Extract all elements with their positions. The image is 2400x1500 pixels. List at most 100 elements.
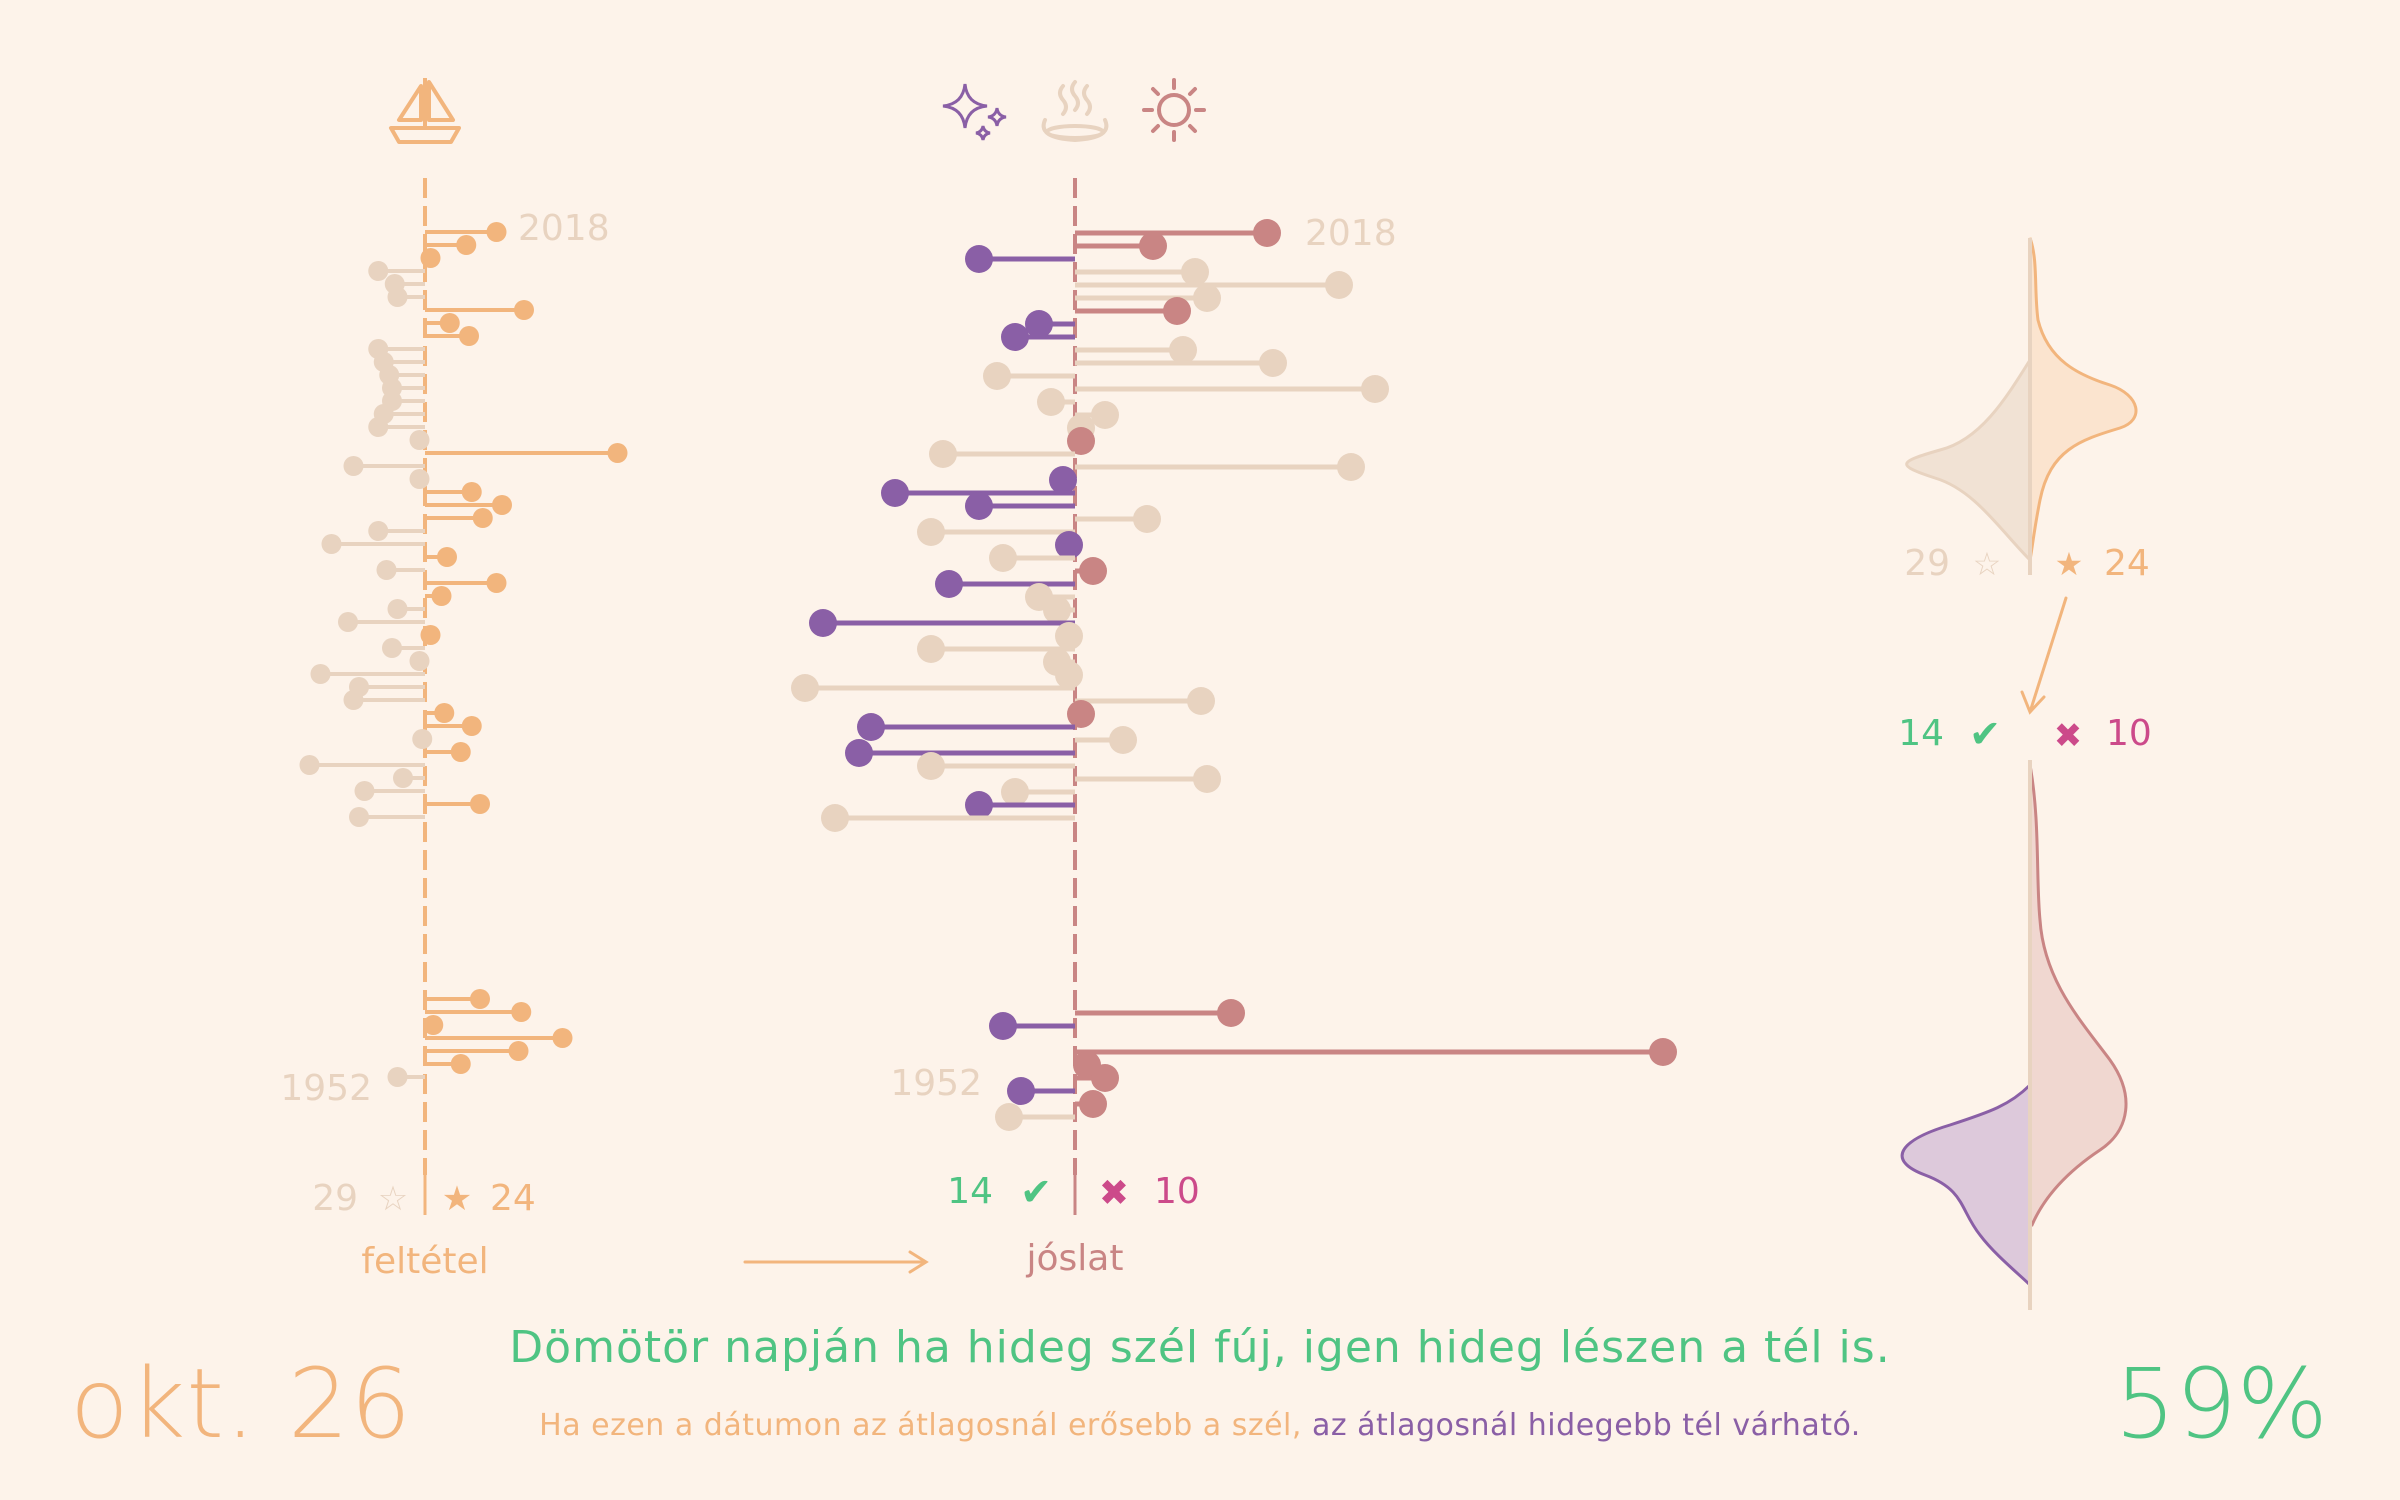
prediction-lollipop-dot <box>1001 323 1029 351</box>
prediction-lollipop-dot <box>1067 427 1095 455</box>
prediction-lollipop-dot <box>1259 349 1287 377</box>
prediction-lollipop-dot <box>881 479 909 507</box>
prediction-lollipop-dot <box>1043 596 1071 624</box>
proverb-text: Dömötör napján ha hideg szél fúj, igen h… <box>509 1322 1891 1373</box>
prediction-lollipop-dot <box>1037 388 1065 416</box>
violin-cross-icon: ✖ <box>2054 716 2083 756</box>
prediction-lollipop-dot <box>1025 310 1053 338</box>
condition-lollipop-dot <box>511 1002 532 1022</box>
condition-lollipop-dot <box>423 1015 444 1035</box>
condition-lollipop-dot <box>607 443 628 463</box>
explanation-condition: Ha ezen a dátumon az átlagosnál erősebb … <box>539 1408 1302 1443</box>
prediction-lollipop-dot <box>821 804 849 832</box>
prediction-lollipop-dot <box>1055 622 1083 650</box>
condition-lollipop-dot <box>349 807 369 827</box>
prediction-lollipop-dot <box>1091 401 1119 429</box>
prediction-year-top: 2018 <box>1305 213 1397 254</box>
condition-lollipop-dot <box>461 716 482 736</box>
prediction-lollipop-dot <box>791 674 819 702</box>
condition-distribution <box>1905 237 2138 575</box>
condition-lollipop-dot <box>310 664 331 684</box>
prediction-lollipop-dot <box>1361 375 1389 403</box>
prediction-lollipop-dot <box>845 739 873 767</box>
prediction-lollipop-dot <box>1067 700 1095 728</box>
prediction-lollipop-dot <box>1079 1090 1107 1118</box>
condition-lollipop-dot <box>470 989 490 1009</box>
condition-violin-not-met <box>1905 238 2032 564</box>
condition-lollipop-dot <box>299 755 320 775</box>
condition-violin-met <box>2028 237 2138 561</box>
cross-icon: ✖ <box>1099 1173 1129 1214</box>
condition-lollipop-dot <box>472 508 493 528</box>
prediction-lollipop-dot <box>1169 336 1197 364</box>
star-filled-icon: ★ <box>442 1179 472 1219</box>
condition-lollipop-dot <box>552 1028 573 1048</box>
check-icon: ✔ <box>1020 1170 1052 1214</box>
condition-lollipop-dot <box>508 1041 529 1061</box>
prediction-lollipop-dot <box>1091 1064 1119 1092</box>
prediction-lollipop-dot <box>929 440 957 468</box>
prediction-lollipop-dot <box>1187 687 1215 715</box>
condition-met-count: 24 <box>490 1178 536 1219</box>
prediction-year-bottom: 1952 <box>890 1063 982 1104</box>
condition-lollipop-dot <box>382 638 402 658</box>
prediction-violin-cold <box>1900 1081 2032 1289</box>
prediction-lollipop-dot <box>1325 271 1353 299</box>
condition-lollipop-dot <box>492 495 512 515</box>
condition-label: feltétel <box>361 1241 488 1282</box>
violin-check-icon: ✔ <box>1969 712 2001 756</box>
arrow-right-icon <box>743 1250 929 1274</box>
condition-lollipop-dot <box>409 430 430 450</box>
condition-lollipop-dot <box>459 326 479 346</box>
violin-star-outline-icon: ☆ <box>1973 545 2002 583</box>
condition-lollipop-dot <box>343 456 364 476</box>
prediction-lollipop-dot <box>983 362 1011 390</box>
violin-not-met-count: 29 <box>1904 543 1950 584</box>
accuracy-percent: 59% <box>2114 1348 2328 1460</box>
condition-lollipop-dot <box>343 690 364 710</box>
condition-lollipop-dot <box>431 586 452 606</box>
prediction-lollipop-dot <box>965 245 993 273</box>
prediction-label: jóslat <box>1026 1238 1124 1279</box>
sparkles-icon <box>942 83 1007 141</box>
condition-lollipop-dot <box>470 794 490 814</box>
prediction-lollipop-dot <box>989 1012 1017 1040</box>
hot-spring-icon <box>1041 80 1109 143</box>
condition-lollipop-dot <box>420 248 441 268</box>
prediction-lollipop-dot <box>1139 232 1167 260</box>
violin-star-filled-icon: ★ <box>2055 545 2084 583</box>
condition-lollipop-dot <box>486 573 507 593</box>
condition-lollipop-dot <box>412 729 433 749</box>
prediction-lollipop-dot <box>857 713 885 741</box>
prediction-lollipop-dot <box>965 492 993 520</box>
condition-lollipop-dot <box>437 547 457 567</box>
violin-wrong-count: 10 <box>2106 713 2152 754</box>
prediction-lollipop-dot <box>1133 505 1161 533</box>
explanation-text: Ha ezen a dátumon az átlagosnál erősebb … <box>0 1408 2400 1443</box>
prediction-lollipop-dot <box>935 570 963 598</box>
condition-lollipop-dot <box>387 287 408 307</box>
prediction-distribution <box>1900 760 2128 1310</box>
condition-lollipop-dot <box>409 651 430 671</box>
condition-lollipop-dot <box>486 222 507 242</box>
sun-icon <box>1142 78 1206 142</box>
prediction-lollipop-dot <box>965 791 993 819</box>
condition-lollipop-dot <box>409 469 430 489</box>
condition-lollipop-dot <box>420 625 441 645</box>
condition-lollipop-dot <box>434 703 455 723</box>
prediction-lollipop-dot <box>917 752 945 780</box>
date-label: okt. 26 <box>70 1348 413 1460</box>
prediction-lollipop-dot <box>1253 219 1281 247</box>
condition-lollipop-dot <box>393 768 413 788</box>
prediction-lollipop-dot <box>1049 466 1077 494</box>
condition-not-met-count: 29 <box>312 1178 358 1219</box>
condition-year-top: 2018 <box>518 208 610 249</box>
prediction-violin-warm <box>2028 764 2128 1227</box>
condition-lollipops <box>299 222 628 1087</box>
prediction-wrong-count: 10 <box>1154 1171 1200 1212</box>
prediction-lollipop-dot <box>1217 999 1245 1027</box>
prediction-lollipop-dot <box>1055 531 1083 559</box>
prediction-lollipop-dot <box>1193 284 1221 312</box>
violin-correct-count: 14 <box>1898 713 1944 754</box>
